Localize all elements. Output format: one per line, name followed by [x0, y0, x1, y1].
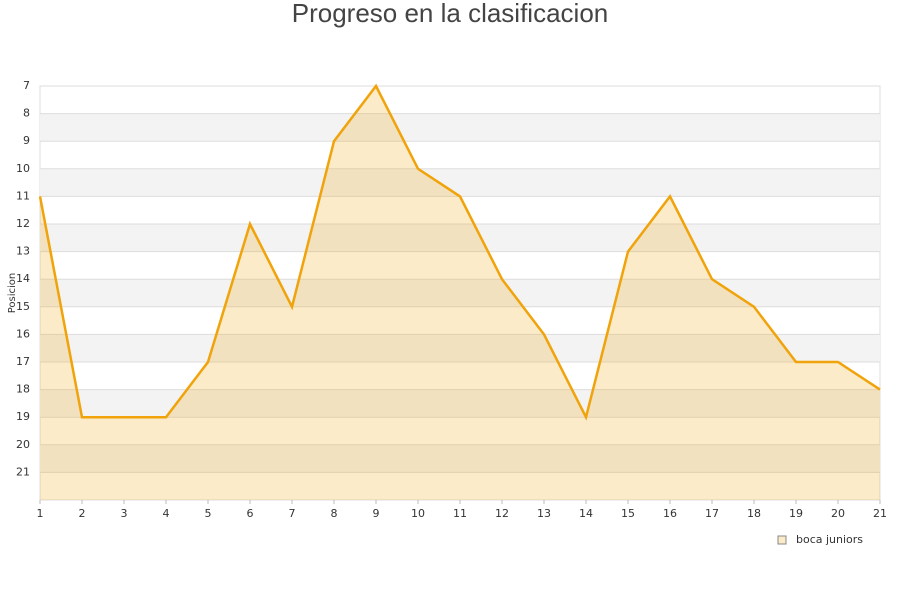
x-tick-label: 19 — [789, 507, 803, 520]
x-tick-label: 7 — [289, 507, 296, 520]
grid-band — [40, 279, 880, 307]
grid-band — [40, 389, 880, 418]
grid-band — [40, 334, 880, 362]
x-tick-label: 15 — [621, 507, 635, 520]
grid-band — [40, 168, 880, 197]
x-tick-label: 9 — [373, 507, 380, 520]
y-tick-label: 8 — [23, 107, 30, 120]
grid-band — [40, 113, 880, 142]
x-tick-label: 13 — [537, 507, 551, 520]
y-tick-label: 12 — [16, 217, 30, 230]
y-tick-label: 10 — [16, 162, 30, 175]
x-tick-label: 20 — [831, 507, 845, 520]
x-tick-label: 16 — [663, 507, 677, 520]
y-tick-label: 18 — [16, 383, 30, 396]
area-fill — [40, 86, 880, 500]
x-tick-label: 3 — [121, 507, 128, 520]
x-tick-label: 17 — [705, 507, 719, 520]
y-tick-label: 19 — [16, 410, 30, 423]
x-tick-label: 10 — [411, 507, 425, 520]
y-tick-label: 17 — [16, 355, 30, 368]
y-tick-label: 11 — [16, 189, 30, 202]
grid-band — [40, 224, 880, 252]
y-tick-label: 14 — [16, 272, 30, 285]
x-tick-label: 11 — [453, 507, 467, 520]
chart-title: Progreso en la clasificacion — [292, 0, 609, 28]
legend-label: boca juniors — [796, 533, 863, 546]
grid-band — [40, 444, 880, 473]
x-tick-label: 5 — [205, 507, 212, 520]
x-tick-label: 6 — [247, 507, 254, 520]
y-tick-label: 7 — [23, 79, 30, 92]
x-tick-label: 14 — [579, 507, 593, 520]
y-axis-label: Posicion — [7, 273, 18, 314]
x-tick-label: 2 — [79, 507, 86, 520]
x-tick-label: 8 — [331, 507, 338, 520]
x-tick-label: 12 — [495, 507, 509, 520]
legend-swatch — [777, 535, 787, 545]
x-tick-label: 21 — [873, 507, 887, 520]
y-tick-label: 9 — [23, 134, 30, 147]
y-tick-label: 13 — [16, 245, 30, 258]
y-tick-label: 20 — [16, 438, 30, 451]
y-tick-label: 15 — [16, 300, 30, 313]
x-tick-label: 4 — [163, 507, 170, 520]
x-tick-label: 18 — [747, 507, 761, 520]
y-tick-label: 21 — [16, 465, 30, 478]
line — [38, 83, 881, 421]
y-tick-label: 16 — [16, 327, 30, 340]
x-tick-label: 1 — [37, 507, 44, 520]
